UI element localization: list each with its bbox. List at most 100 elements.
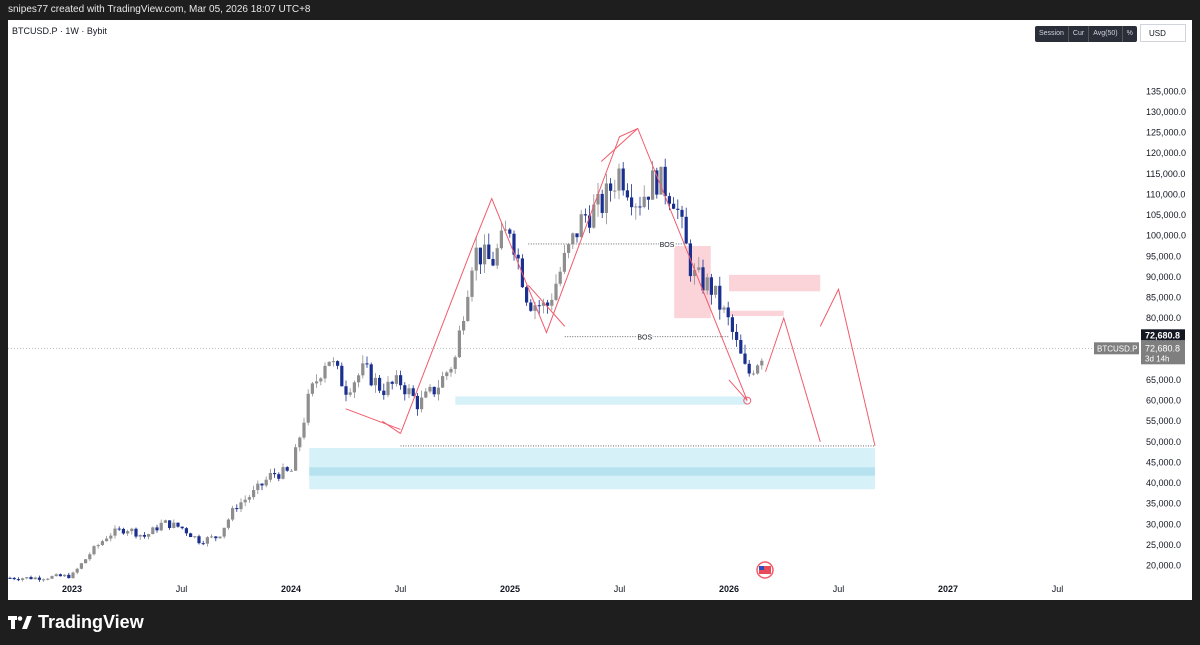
candle-body [109,535,113,539]
candle-body [390,381,394,384]
candle-body [735,331,739,340]
candle-body [222,527,226,537]
candle-body [243,499,247,503]
bos-label-bg [659,238,675,248]
price-axis-label: 100,000.0 [1146,231,1186,241]
session-toggle[interactable]: Session [1035,26,1069,42]
candle-body [151,527,155,535]
candle-body [701,267,705,291]
candle-body [268,472,272,480]
candle-body [714,285,718,295]
price-tag-countdown: 3d 14h [1145,354,1169,363]
candle-body [445,372,449,377]
candle-body [180,526,184,529]
candle-body [625,190,629,198]
candle-body [214,536,218,539]
time-axis-label: Jul [1052,584,1064,594]
projection-path [765,316,821,442]
candle-body [239,502,243,510]
candle-body [100,541,104,546]
price-axis-label: 40,000.0 [1146,478,1181,488]
candle-body [403,385,407,395]
candle-body [722,307,726,310]
projection-path-alt [819,287,876,447]
candle-body [176,522,180,527]
candle-body [651,170,655,200]
candle-body [126,531,130,534]
candle-body [226,519,230,528]
supply-zone [729,274,821,292]
candle-body [537,305,541,307]
candle-body [88,554,92,560]
candle-body [756,365,760,374]
candle-body [516,254,520,259]
candle-body [613,190,617,192]
candle-body [357,375,361,383]
candle-body [596,193,600,205]
bos-label-bg [636,331,653,341]
chart-panel[interactable] [8,20,1192,600]
symbol-title: BTCUSD.P · 1W · Bybit [12,26,107,36]
candle-body [289,470,293,472]
candle-body [281,467,285,479]
candle-body [348,392,352,395]
candle-body [67,574,71,579]
candle-body [399,375,403,386]
percent-toggle[interactable]: % [1126,30,1133,37]
price-axis-label: 110,000.0 [1146,189,1185,199]
candle-body [168,520,172,528]
candle-body [16,579,20,581]
time-axis-label: Jul [395,584,407,594]
candle-body [550,299,554,306]
price-tag-grey [1141,340,1185,365]
price-chart[interactable]: 135,000.0 130,000.0 125,000.0 120,000.0 115,… [0,0,1200,600]
candle-body [583,214,587,216]
candle-body [428,386,432,392]
candle-body [617,168,621,191]
time-axis-label: 2027 [938,584,958,594]
price-axis-label: 95,000.0 [1146,251,1181,261]
candle-body [294,447,298,471]
candle-body [378,377,382,391]
candle-body [663,166,667,197]
candle-body [84,559,88,564]
time-axis-label: 2023 [62,584,82,594]
tradingview-logo-icon [8,615,32,629]
price-axis-label: 85,000.0 [1146,293,1181,303]
currency-toggle[interactable]: Cur [1069,26,1090,42]
candle-body [54,574,58,577]
candle-body [193,536,197,538]
pattern-line [728,379,748,401]
candle-body [8,577,12,579]
candle-body [138,534,142,537]
flag-canton [759,566,764,570]
price-axis-label: 25,000.0 [1146,540,1181,550]
candle-body [159,522,163,531]
candle-body [751,373,755,375]
candle-body [319,378,323,382]
average-toggle[interactable]: Avg(50) [1089,26,1123,42]
candle-body [50,576,54,579]
candle-body [512,233,516,255]
candle-body [478,247,482,265]
candle-body [197,536,201,544]
candle-body [277,474,281,479]
price-axis-label: 120,000.0 [1146,148,1186,158]
candle-body [373,377,377,386]
candle-body [172,522,176,528]
candle-body [499,230,503,249]
chart-toolbar[interactable]: Session Cur Avg(50) % [1035,26,1137,42]
candle-body [382,390,386,396]
candle-body [327,361,331,366]
supply-zone [729,310,784,317]
candle-body [621,168,625,191]
candle-body [407,388,411,395]
currency-button[interactable]: USD [1140,24,1186,42]
price-tag-text: 72,680.8 [1145,330,1180,340]
candle-body [420,397,424,410]
time-axis-label: 2024 [281,584,301,594]
candle-body [71,572,75,579]
candle-body [315,381,319,384]
candle-body [155,527,159,531]
candle-body [365,363,369,365]
